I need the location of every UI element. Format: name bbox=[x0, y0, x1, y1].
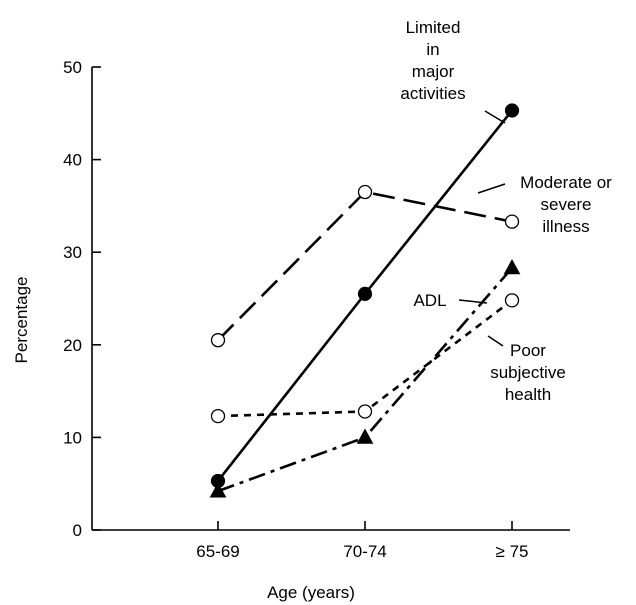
series-label-limited-in-major-activities: Limited in major activities bbox=[400, 18, 465, 103]
axes bbox=[91, 67, 570, 531]
point-poor-subjective-health-0 bbox=[210, 408, 226, 424]
y-ticks: 0 10 20 30 40 50 bbox=[63, 58, 101, 540]
y-tick-label-0: 0 bbox=[73, 521, 82, 540]
point-moderate-or-severe-illness-2 bbox=[504, 214, 520, 229]
x-tick-label-75: ≥ 75 bbox=[496, 542, 529, 561]
series-label-line: health bbox=[505, 385, 551, 404]
series-line-moderate-or-severe-illness bbox=[217, 190, 513, 342]
series-label-line: subjective bbox=[490, 363, 566, 382]
y-axis-title: Percentage bbox=[12, 277, 31, 364]
series-label-line: activities bbox=[400, 84, 465, 103]
point-moderate-or-severe-illness-0 bbox=[210, 333, 226, 348]
point-poor-subjective-health-2 bbox=[504, 293, 520, 308]
series-label-poor-subjective-health: Poor subjective health bbox=[490, 341, 566, 404]
point-adl-2 bbox=[503, 259, 521, 275]
point-adl-1 bbox=[356, 428, 374, 444]
series-label-line: Limited bbox=[406, 18, 461, 37]
y-tick-label-20: 20 bbox=[63, 336, 82, 355]
series-label-line: Moderate or bbox=[520, 173, 612, 192]
leader-moderate-or-severe-illness bbox=[477, 183, 506, 194]
leader-adl bbox=[458, 299, 488, 304]
point-limited-in-major-activities-1 bbox=[357, 286, 373, 301]
y-tick-label-30: 30 bbox=[63, 243, 82, 262]
leader-poor-subjective-health bbox=[487, 335, 504, 347]
series-label-line: major bbox=[412, 62, 455, 81]
point-limited-in-major-activities-2 bbox=[504, 103, 520, 118]
series-label-leaders bbox=[458, 110, 506, 347]
series-labels: Limited in major activities Moderate or sever… bbox=[400, 18, 612, 404]
x-tick-label-70-74: 70-74 bbox=[343, 542, 386, 561]
y-tick-label-40: 40 bbox=[63, 151, 82, 170]
y-tick-label-50: 50 bbox=[63, 58, 82, 77]
y-tick-label-10: 10 bbox=[63, 428, 82, 447]
series-label-moderate-or-severe-illness: Moderate or severe illness bbox=[520, 173, 612, 236]
series-label-line: severe bbox=[540, 195, 591, 214]
point-adl-0 bbox=[209, 482, 227, 498]
leader-limited-in-major-activities bbox=[484, 110, 506, 124]
x-ticks: 65-69 70-74 ≥ 75 bbox=[196, 521, 528, 561]
series-label-line: illness bbox=[542, 217, 589, 236]
point-moderate-or-severe-illness-1 bbox=[357, 184, 373, 200]
x-axis-title: Age (years) bbox=[267, 583, 355, 602]
series-label-line: ADL bbox=[413, 291, 446, 310]
series-markers bbox=[209, 103, 521, 498]
series-label-line: Poor bbox=[510, 341, 546, 360]
series-label-adl: ADL bbox=[413, 291, 446, 310]
point-poor-subjective-health-1 bbox=[357, 404, 373, 419]
series-line-poor-subjective-health bbox=[217, 299, 513, 418]
series-label-line: in bbox=[426, 40, 439, 59]
x-tick-label-65-69: 65-69 bbox=[196, 542, 239, 561]
